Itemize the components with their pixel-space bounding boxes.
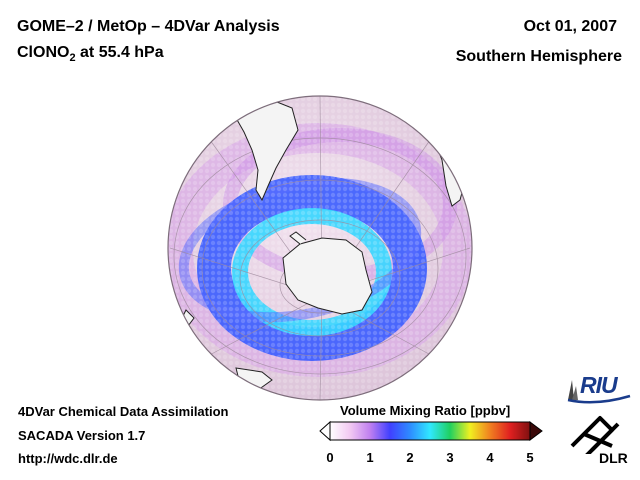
dlr-logo-text: DLR [599, 450, 628, 466]
title-analysis: GOME–2 / MetOp – 4DVar Analysis [17, 18, 280, 35]
footer-line2: SACADA Version 1.7 [18, 428, 146, 443]
footer-url: http://wdc.dlr.de [18, 451, 118, 466]
colorbar-min-arrow [319, 420, 331, 442]
colorbar-tick: 0 [326, 450, 334, 465]
riu-logo: RIU [566, 372, 632, 404]
colorbar-tick: 1 [366, 450, 374, 465]
globe-outline [167, 95, 473, 401]
colorbar-ramp [329, 421, 531, 441]
antarctic-peninsula [289, 231, 307, 245]
region-label: Southern Hemisphere [455, 48, 622, 65]
colorbar-tick: 4 [486, 450, 494, 465]
riu-logo-text: RIU [580, 372, 618, 398]
antarctica [282, 237, 373, 315]
species-suffix: at 55.4 hPa [75, 44, 164, 61]
colorbar [319, 420, 543, 442]
species-prefix: ClONO [17, 44, 70, 61]
colorbar-tick: 3 [446, 450, 454, 465]
colorbar-tick: 5 [526, 450, 534, 465]
title-species: ClONO2 at 55.4 hPa [17, 44, 164, 64]
colorbar-tick: 2 [406, 450, 414, 465]
colorbar-max-arrow [529, 421, 543, 441]
dlr-logo: DLR [566, 412, 632, 474]
species-subscript: 2 [69, 52, 76, 64]
south-america [231, 96, 299, 202]
footer-line1: 4DVar Chemical Data Assimilation [18, 404, 229, 419]
date-label: Oct 01, 2007 [523, 18, 617, 35]
colorbar-label: Volume Mixing Ratio [ppbv] [340, 403, 511, 418]
